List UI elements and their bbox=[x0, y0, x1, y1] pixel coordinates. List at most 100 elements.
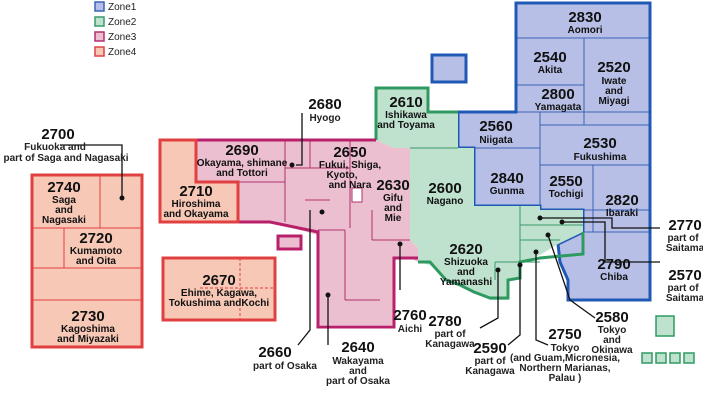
callout-code: 2780 bbox=[428, 313, 461, 330]
region-code: 2690 bbox=[225, 142, 258, 159]
region-name: Fukushima bbox=[574, 152, 627, 163]
region-code: 2550 bbox=[549, 173, 582, 190]
legend: Zone1 Zone2 Zone3 Zone4 bbox=[94, 1, 137, 58]
zone3-island bbox=[276, 234, 303, 251]
region-code: 2730 bbox=[71, 308, 104, 325]
region-name: Gifu bbox=[383, 193, 403, 204]
region-name: and Okayama bbox=[163, 209, 228, 220]
region-name: and bbox=[457, 267, 475, 278]
callout-code: 2700 bbox=[41, 126, 74, 143]
callout-code: 2760 bbox=[393, 307, 426, 324]
legend-label-zone4: Zone4 bbox=[108, 47, 137, 58]
region-code: 2560 bbox=[479, 118, 512, 135]
callout-text: (and Guam,Micronesia, bbox=[510, 353, 620, 364]
callout-text: part of bbox=[474, 356, 506, 367]
zone2-island bbox=[655, 352, 667, 364]
zone3-area bbox=[196, 138, 418, 329]
region-name: and bbox=[605, 86, 623, 97]
region-code: 2610 bbox=[389, 94, 422, 111]
leader-dots bbox=[119, 162, 565, 298]
callout-text: part of Osaka bbox=[253, 361, 317, 372]
region-code: 2620 bbox=[449, 241, 482, 258]
region-name: Ehime, Kagawa, bbox=[181, 288, 257, 299]
leader-lines bbox=[60, 113, 660, 346]
region-name: and Toyama bbox=[377, 120, 435, 131]
callout-text: Kanagawa bbox=[425, 339, 475, 350]
callout-code: 2660 bbox=[258, 344, 291, 361]
region-code: 2720 bbox=[79, 230, 112, 247]
zone2-island bbox=[669, 352, 681, 364]
region-name: Hiroshima bbox=[172, 199, 221, 210]
callout-text: Tokyo bbox=[598, 325, 627, 336]
region-name: Ibaraki bbox=[606, 208, 638, 219]
callout-text: Saitama bbox=[666, 293, 703, 304]
callout-text: Okinawa bbox=[591, 345, 633, 356]
region-code: 2540 bbox=[533, 49, 566, 66]
region-name: and Nara bbox=[329, 180, 372, 191]
region-name: Aomori bbox=[568, 25, 603, 36]
region-name: Shizuoka bbox=[444, 257, 488, 268]
callout-text: Hyogo bbox=[309, 113, 340, 124]
region-name: Akita bbox=[538, 65, 563, 76]
region-name: Tokushima andKochi bbox=[169, 298, 270, 309]
region-code: 2740 bbox=[47, 179, 80, 196]
region-code: 2530 bbox=[583, 135, 616, 152]
region-name: Nagano bbox=[427, 196, 464, 207]
region-name: Chiba bbox=[600, 272, 628, 283]
region-code: 2830 bbox=[568, 9, 601, 26]
legend-swatch-zone1 bbox=[94, 1, 105, 12]
callout-code: 2590 bbox=[473, 340, 506, 357]
region-name: Yamagata bbox=[535, 102, 582, 113]
region-code: 2600 bbox=[428, 180, 461, 197]
region-code: 2630 bbox=[376, 177, 409, 194]
zone1-island bbox=[430, 53, 468, 84]
callout-text: Fukuoka and bbox=[24, 142, 86, 153]
region-name: Fukui, Shiga, bbox=[319, 160, 381, 171]
zone2-island bbox=[655, 315, 675, 337]
callout-text: Wakayama bbox=[332, 356, 384, 367]
region-code: 2710 bbox=[179, 183, 212, 200]
callout-code: 2680 bbox=[308, 96, 341, 113]
callout-text: Palau ) bbox=[549, 373, 582, 384]
region-labels: 2830 Aomori 2540 Akita 2520 Iwate and Mi… bbox=[42, 9, 639, 345]
callout-text: Saitama bbox=[666, 243, 703, 254]
region-name: Kumamoto bbox=[70, 246, 122, 257]
legend-swatch-zone4 bbox=[94, 46, 105, 57]
region-name: Saga bbox=[52, 195, 76, 206]
callout-text: part of bbox=[667, 233, 699, 244]
region-name: Yamanashi bbox=[440, 277, 492, 288]
callout-code: 2570 bbox=[668, 267, 701, 284]
region-name: Kagoshima bbox=[61, 324, 115, 335]
region-name: and bbox=[384, 203, 402, 214]
zone2-area bbox=[374, 86, 695, 364]
region-code: 2840 bbox=[490, 170, 523, 187]
region-name: and Tottori bbox=[216, 168, 268, 179]
region-name: Nagasaki bbox=[42, 215, 86, 226]
callout-code: 2580 bbox=[595, 309, 628, 326]
region-name: Iwate bbox=[601, 76, 626, 87]
callout-code: 2640 bbox=[341, 339, 374, 356]
callout-text: and bbox=[603, 335, 621, 346]
callout-text: part of bbox=[434, 329, 466, 340]
legend-swatch-zone2 bbox=[94, 16, 105, 27]
callout-text: part of bbox=[667, 283, 699, 294]
callout-text: Northern Marianas, bbox=[519, 363, 610, 374]
zone4-area bbox=[30, 138, 277, 349]
region-code: 2520 bbox=[597, 59, 630, 76]
region-name: Tochigi bbox=[549, 189, 584, 200]
legend-swatch-zone3 bbox=[94, 31, 105, 42]
region-name: and Oita bbox=[76, 256, 116, 267]
callout-text: part of Osaka bbox=[326, 376, 390, 387]
callout-labels: 2680 Hyogo 2700 Fukuoka and part of Saga… bbox=[3, 96, 703, 387]
legend-label-zone1: Zone1 bbox=[108, 2, 137, 13]
callout-text: Kanagawa bbox=[465, 366, 515, 377]
callout-text: Tokyo bbox=[551, 343, 580, 354]
region-code: 2670 bbox=[202, 272, 235, 289]
callout-code: 2750 bbox=[548, 326, 581, 343]
zone2-island bbox=[641, 352, 653, 364]
region-name: Niigata bbox=[479, 135, 513, 146]
callout-text: and bbox=[349, 366, 367, 377]
callout-text: Aichi bbox=[398, 324, 423, 335]
region-code: 2790 bbox=[597, 256, 630, 273]
